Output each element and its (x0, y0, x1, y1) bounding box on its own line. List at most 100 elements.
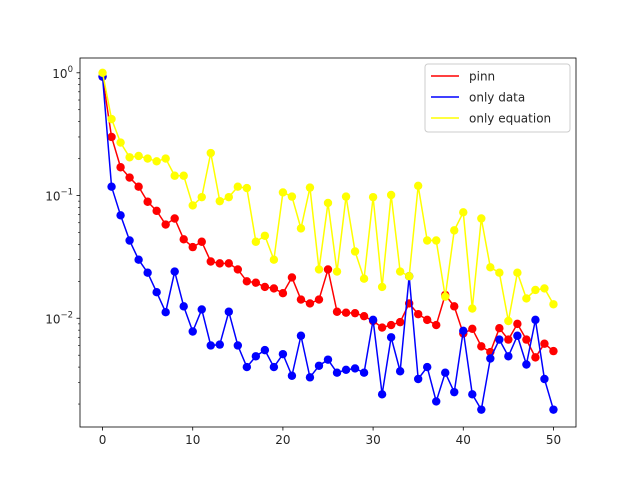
data-point (143, 268, 152, 277)
data-point (287, 273, 297, 282)
data-point (450, 387, 459, 397)
data-point (197, 192, 206, 202)
data-point (107, 182, 116, 191)
data-point (504, 316, 513, 326)
data-point (152, 157, 161, 166)
data-point (251, 278, 261, 287)
data-point (179, 302, 188, 311)
data-point (305, 373, 315, 382)
data-point (242, 277, 252, 286)
data-point (450, 226, 459, 235)
data-point (206, 148, 215, 158)
data-point (296, 224, 306, 233)
y-tick-label: 100 (52, 65, 73, 81)
x-tick-label: 30 (365, 433, 380, 447)
data-point (305, 183, 315, 192)
data-point (368, 315, 378, 325)
data-point (332, 307, 342, 316)
data-point (468, 324, 477, 334)
data-point (486, 354, 495, 363)
data-point (395, 367, 405, 376)
series-only-data (98, 72, 558, 414)
x-tick-label: 50 (546, 433, 561, 447)
data-point (432, 320, 441, 330)
data-point (386, 333, 396, 342)
legend-label-pinn: pinn (469, 70, 495, 84)
data-point (314, 265, 324, 274)
legend-label-only-data: only data (469, 91, 525, 105)
data-point (314, 295, 324, 304)
y-tick-label: 10−1 (45, 188, 73, 204)
data-point (305, 299, 315, 308)
data-point (197, 305, 206, 314)
data-point (341, 192, 351, 201)
data-point (350, 364, 360, 373)
data-point (170, 267, 179, 276)
data-point (152, 288, 161, 297)
data-point (359, 368, 369, 377)
data-point (341, 308, 351, 317)
x-tick-label: 40 (456, 433, 471, 447)
data-point (98, 68, 107, 78)
data-point (224, 259, 233, 268)
legend-box (424, 63, 571, 133)
data-point (504, 335, 513, 344)
data-point (359, 274, 369, 283)
x-tick-label: 10 (185, 433, 200, 447)
data-point (224, 192, 233, 202)
data-point (323, 198, 333, 208)
data-point (477, 214, 486, 223)
data-point (179, 171, 188, 180)
plot-frame (79, 57, 577, 428)
data-point (251, 352, 261, 361)
data-point (269, 362, 279, 372)
data-point (395, 317, 405, 327)
data-point (242, 362, 252, 372)
data-point (522, 360, 531, 369)
data-point (522, 294, 531, 303)
data-point (287, 192, 297, 201)
data-point (233, 182, 243, 191)
data-point (260, 345, 270, 355)
data-point (161, 154, 170, 163)
data-point (531, 315, 540, 325)
data-point (540, 374, 549, 384)
data-point (269, 255, 279, 264)
data-point (386, 190, 396, 200)
data-point (531, 285, 540, 295)
data-point (125, 236, 134, 245)
data-point (404, 272, 414, 281)
data-point (260, 282, 270, 292)
data-point (377, 323, 387, 332)
data-point (323, 355, 333, 364)
data-point (495, 335, 504, 344)
data-point (377, 282, 387, 292)
data-point (423, 236, 432, 245)
data-point (152, 206, 161, 216)
data-point (125, 173, 134, 182)
data-point (170, 171, 179, 180)
data-point (323, 265, 333, 274)
data-point (179, 235, 188, 244)
data-point (134, 182, 143, 191)
data-point (215, 340, 224, 349)
data-point (278, 188, 288, 197)
data-point (125, 153, 134, 162)
data-point (513, 331, 522, 340)
data-point (215, 259, 224, 268)
x-axis: 0 10 20 30 40 50 (99, 427, 561, 447)
data-point (486, 263, 495, 272)
data-point (296, 331, 306, 340)
data-point (441, 292, 450, 301)
legend-label-only-equation: only equation (469, 112, 551, 126)
data-point (495, 323, 504, 333)
data-point (233, 341, 243, 350)
data-point (188, 201, 197, 210)
data-point (269, 284, 279, 293)
data-point (278, 349, 288, 359)
data-point (188, 327, 197, 336)
x-tick-label: 20 (275, 433, 290, 447)
data-point (413, 181, 423, 191)
data-point (107, 132, 116, 142)
y-axis: 10−2 10−1 100 (45, 65, 80, 405)
